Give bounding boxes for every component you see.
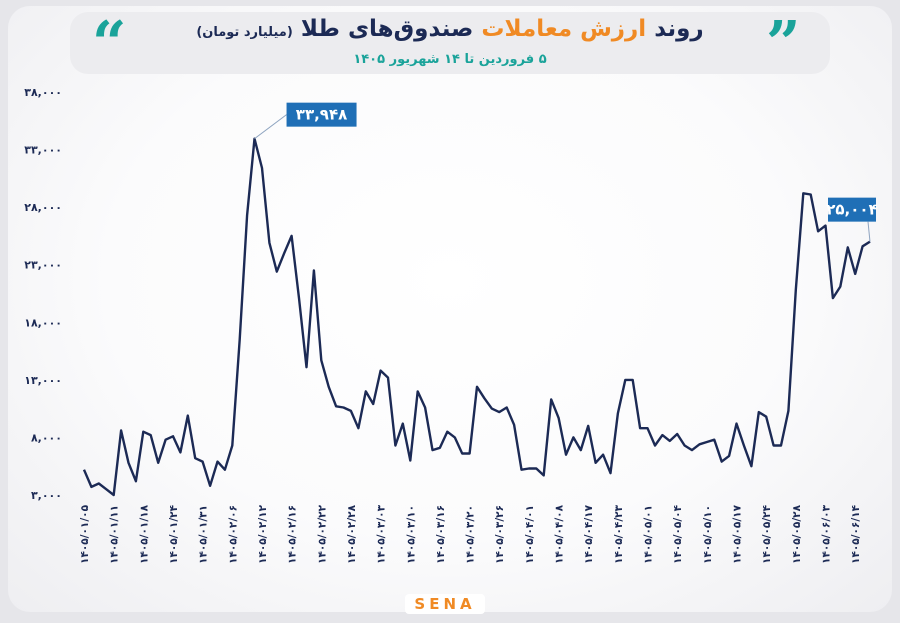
x-tick-label: ۱۴۰۵/۰۱/۱۸ — [138, 504, 150, 564]
value-label: ۲۵,۰۰۴ — [826, 201, 877, 219]
x-tick-label: ۱۴۰۵/۰۲/۱۶ — [287, 505, 299, 564]
x-tick-label: ۱۴۰۵/۰۵/۰۴ — [672, 504, 684, 564]
y-tick-label: ۳,۰۰۰ — [31, 489, 62, 502]
quote-icon: ” — [766, 9, 801, 79]
logo: SENA — [405, 594, 485, 614]
callout-leader — [254, 114, 287, 140]
x-tick-label: ۱۴۰۵/۰۴/۰۸ — [554, 504, 566, 564]
x-tick-label: ۱۴۰۵/۰۳/۱۶ — [435, 505, 447, 564]
x-tick-label: ۱۴۰۵/۰۱/۳۱ — [198, 505, 210, 564]
x-tick-label: ۱۴۰۵/۰۵/۱۷ — [732, 504, 744, 564]
x-tick-label: ۱۴۰۵/۰۴/۱۷ — [583, 504, 595, 564]
x-tick-label: ۱۴۰۵/۰۲/۲۸ — [346, 504, 358, 564]
x-tick-label: ۱۴۰۵/۰۱/۰۵ — [79, 504, 91, 564]
header-band — [70, 12, 830, 74]
x-tick-label: ۱۴۰۵/۰۳/۲۰ — [465, 505, 477, 564]
title-prefix: روند — [654, 16, 704, 42]
x-tick-label: ۱۴۰۵/۰۴/۲۳ — [613, 504, 625, 564]
x-tick-label: ۱۴۰۵/۰۵/۲۴ — [761, 504, 773, 564]
x-tick-label: ۱۴۰۵/۰۳/۱۰ — [405, 505, 417, 564]
title-suffix: صندوق‌های طلا — [300, 16, 474, 42]
title-unit: (میلیارد تومان) — [196, 25, 293, 40]
x-tick-label: ۱۴۰۵/۰۵/۲۸ — [791, 504, 803, 564]
x-tick-label: ۱۴۰۵/۰۵/۰۱ — [643, 505, 655, 564]
y-tick-label: ۸,۰۰۰ — [31, 431, 62, 444]
x-tick-label: ۱۴۰۵/۰۱/۱۱ — [109, 505, 121, 564]
callout-box — [828, 197, 876, 222]
logo-text: SENA — [414, 595, 476, 613]
y-tick-label: ۱۸,۰۰۰ — [24, 316, 62, 329]
y-tick-label: ۱۳,۰۰۰ — [24, 374, 62, 387]
x-tick-label: ۱۴۰۵/۰۳/۲۶ — [494, 505, 506, 564]
x-tick-label: ۱۴۰۵/۰۵/۱۰ — [702, 505, 714, 564]
chart-subtitle: ۵ فروردین تا ۱۴ شهریور ۱۴۰۵ — [353, 52, 547, 67]
x-tick-label: ۱۴۰۵/۰۴/۰۱ — [524, 505, 536, 564]
y-tick-label: ۳۸,۰۰۰ — [24, 86, 62, 99]
title-highlight: ارزش معاملات — [481, 16, 647, 42]
x-tick-label: ۱۴۰۵/۰۶/۰۳ — [821, 504, 833, 564]
y-tick-label: ۲۳,۰۰۰ — [24, 259, 62, 272]
card — [8, 6, 892, 612]
value-label: ۳۳,۹۴۸ — [296, 106, 347, 124]
x-tick-label: ۱۴۰۵/۰۱/۲۴ — [168, 504, 180, 564]
x-tick-label: ۱۴۰۵/۰۲/۲۲ — [316, 504, 328, 564]
x-tick-label: ۱۴۰۵/۰۲/۰۶ — [227, 505, 239, 564]
callout-leader — [867, 221, 871, 242]
y-tick-label: ۳۳,۰۰۰ — [24, 144, 62, 157]
chart-title: روند ارزش معاملات صندوق‌های طلا (میلیارد… — [0, 16, 900, 42]
x-tick-label: ۱۴۰۵/۰۲/۱۲ — [257, 504, 269, 564]
callout-box — [286, 102, 357, 127]
data-line — [82, 137, 871, 497]
x-tick-label: ۱۴۰۵/۰۶/۱۴ — [850, 504, 862, 564]
x-tick-label: ۱۴۰۵/۰۳/۰۳ — [376, 504, 388, 564]
quote-icon: “ — [92, 9, 127, 79]
y-tick-label: ۲۸,۰۰۰ — [24, 201, 62, 214]
